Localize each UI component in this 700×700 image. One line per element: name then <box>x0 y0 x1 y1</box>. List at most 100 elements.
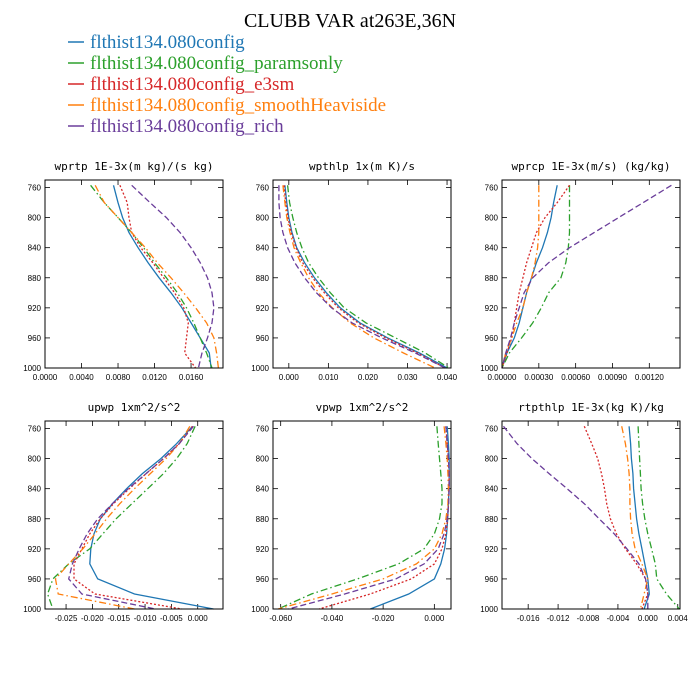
series-line <box>621 426 649 610</box>
legend-label: flthist134.080config_smoothHeaviside <box>90 95 386 116</box>
legend-label: flthist134.080config_e3sm <box>90 74 294 95</box>
y-tick-label: 960 <box>28 575 42 584</box>
y-tick-label: 880 <box>485 274 499 283</box>
chart-panel: rtpthlp 1E-3x(kg K)/kg 760 800 840 880 920 960… <box>480 401 688 623</box>
legend-label: flthist134.080config_paramsonly <box>90 53 343 74</box>
y-tick-label: 1000 <box>23 605 41 614</box>
panels: wprtp 1E-3x(m kg)/(s kg) 760 800 840 880 920 9… <box>23 160 688 623</box>
legend: flthist134.080configflthist134.080config… <box>68 32 386 137</box>
x-tick-label: -0.040 <box>321 614 344 623</box>
x-tick-label: -0.016 <box>517 614 540 623</box>
x-tick-label: -0.020 <box>372 614 395 623</box>
x-tick-label: 0.00090 <box>598 373 627 382</box>
x-tick-label: 0.0000 <box>33 373 58 382</box>
y-tick-label: 1000 <box>480 605 498 614</box>
y-tick-label: 840 <box>28 244 42 253</box>
panel-title: wprtp 1E-3x(m kg)/(s kg) <box>55 160 214 173</box>
panel-title: rtpthlp 1E-3x(kg K)/kg <box>518 401 664 414</box>
y-tick-label: 800 <box>256 214 270 223</box>
x-tick-label: 0.00030 <box>524 373 553 382</box>
series-line <box>583 426 649 610</box>
x-tick-label: -0.010 <box>134 614 157 623</box>
x-tick-label: -0.008 <box>577 614 600 623</box>
y-tick-label: 800 <box>256 455 270 464</box>
plot-frame <box>44 420 224 610</box>
y-tick-label: 840 <box>485 244 499 253</box>
y-tick-label: 760 <box>256 425 270 434</box>
x-tick-label: -0.012 <box>547 614 570 623</box>
series-line <box>46 426 196 610</box>
y-tick-label: 760 <box>485 425 499 434</box>
series-line <box>370 426 450 610</box>
y-tick-label: 920 <box>485 545 499 554</box>
chart-panel: wprtp 1E-3x(m kg)/(s kg) 760 800 840 880 920 9… <box>23 160 224 382</box>
y-tick-label: 800 <box>485 214 499 223</box>
y-tick-label: 1000 <box>480 364 498 373</box>
plot-frame <box>272 179 452 369</box>
x-tick-label: 0.0160 <box>179 373 204 382</box>
x-tick-label: -0.005 <box>160 614 183 623</box>
chart-panel: wpthlp 1x(m K)/s 760 800 840 880 920 960 1000 0.… <box>251 160 457 382</box>
x-tick-label: -0.025 <box>55 614 78 623</box>
legend-label: flthist134.080config_rich <box>90 116 284 137</box>
y-tick-label: 840 <box>256 485 270 494</box>
x-tick-label: 0.000 <box>424 614 445 623</box>
series-line <box>502 425 649 609</box>
series-line <box>119 185 197 369</box>
y-tick-label: 840 <box>485 485 499 494</box>
y-tick-label: 760 <box>28 425 42 434</box>
y-tick-label: 960 <box>256 575 270 584</box>
x-tick-label: 0.0040 <box>69 373 94 382</box>
panel-title: wpthlp 1x(m K)/s <box>309 160 415 173</box>
plot-frame <box>44 179 224 369</box>
legend-label: flthist134.080config <box>90 32 245 53</box>
plot-frame <box>272 420 452 610</box>
y-tick-label: 880 <box>28 274 42 283</box>
y-tick-label: 800 <box>485 455 499 464</box>
y-tick-label: 880 <box>485 515 499 524</box>
series-line <box>131 184 215 369</box>
series-line <box>94 184 220 369</box>
series-line <box>637 426 680 610</box>
chart-panel: upwp 1xm^2/s^2 760 800 840 880 920 960 1000 -0.0… <box>23 401 224 623</box>
plot-frame <box>501 179 681 369</box>
series-line <box>501 185 571 369</box>
series-line <box>283 185 446 369</box>
x-tick-label: 0.030 <box>397 373 418 382</box>
series-line <box>501 184 571 369</box>
y-tick-label: 960 <box>28 334 42 343</box>
panel-title: vpwp 1xm^2/s^2 <box>316 401 409 414</box>
series-line <box>89 425 214 610</box>
y-tick-label: 960 <box>256 334 270 343</box>
y-tick-label: 760 <box>28 184 42 193</box>
x-tick-label: -0.060 <box>269 614 292 623</box>
x-tick-label: -0.015 <box>107 614 130 623</box>
series-line <box>90 184 213 369</box>
y-tick-label: 920 <box>485 304 499 313</box>
figure-title: CLUBB VAR at263E,36N <box>244 10 456 32</box>
chart-panel: vpwp 1xm^2/s^27608008408809209601000-0.0… <box>251 401 452 623</box>
y-tick-label: 840 <box>256 244 270 253</box>
y-tick-label: 920 <box>28 545 42 554</box>
y-tick-label: 1000 <box>251 605 269 614</box>
y-tick-label: 800 <box>28 214 42 223</box>
series-line <box>73 425 194 610</box>
panel-title: upwp 1xm^2/s^2 <box>88 401 181 414</box>
plot-frame <box>501 420 681 610</box>
x-tick-label: 0.000 <box>638 614 659 623</box>
x-tick-label: 0.00060 <box>561 373 590 382</box>
y-tick-label: 960 <box>485 575 499 584</box>
y-tick-label: 1000 <box>251 364 269 373</box>
series-line <box>277 426 450 610</box>
y-tick-label: 880 <box>256 274 270 283</box>
x-tick-label: 0.010 <box>318 373 339 382</box>
x-tick-label: 0.020 <box>358 373 379 382</box>
series-line <box>286 185 450 369</box>
series-line <box>282 185 436 369</box>
x-tick-label: 0.00120 <box>635 373 664 382</box>
y-tick-label: 880 <box>28 515 42 524</box>
y-tick-label: 760 <box>256 184 270 193</box>
y-tick-label: 920 <box>256 304 270 313</box>
y-tick-label: 960 <box>485 334 499 343</box>
